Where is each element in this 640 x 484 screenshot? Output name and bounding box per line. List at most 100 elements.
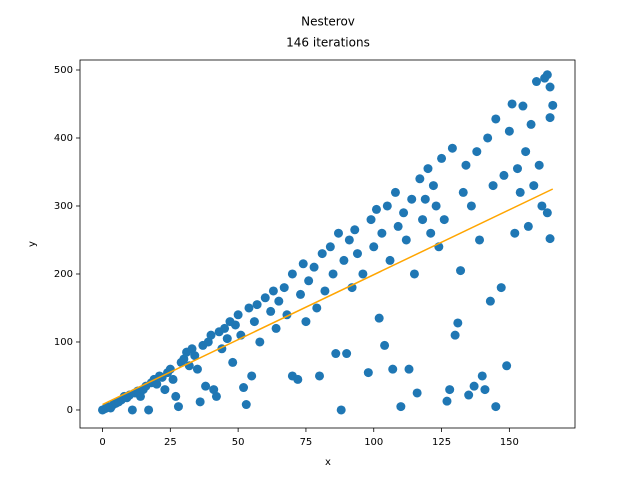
point: [358, 269, 368, 279]
point: [127, 405, 137, 415]
point: [350, 225, 360, 235]
point: [152, 379, 162, 389]
point: [135, 391, 145, 401]
point: [271, 323, 281, 333]
point: [179, 354, 189, 364]
y-tick-label: 200: [54, 269, 73, 280]
point: [274, 296, 284, 306]
x-tick-label: 75: [300, 437, 313, 448]
y-axis-label: y: [27, 241, 38, 247]
point: [491, 402, 501, 412]
point: [437, 153, 447, 163]
x-tick-label: 25: [164, 437, 177, 448]
point: [423, 164, 433, 174]
point: [396, 402, 406, 412]
x-tick-label: 150: [500, 437, 519, 448]
point: [144, 405, 154, 415]
point: [228, 357, 238, 367]
x-tick-label: 0: [99, 437, 105, 448]
point: [220, 323, 230, 333]
point: [371, 204, 381, 214]
point: [160, 385, 170, 395]
point: [412, 388, 422, 398]
point: [320, 286, 330, 296]
point: [328, 269, 338, 279]
x-axis-label: x: [325, 457, 331, 468]
x-tick-label: 50: [232, 437, 245, 448]
point: [339, 255, 349, 265]
point: [279, 283, 289, 293]
point: [203, 337, 213, 347]
y-tick-label: 500: [54, 65, 73, 76]
point: [399, 208, 409, 218]
y-tick-label: 0: [67, 405, 73, 416]
point: [247, 371, 257, 381]
point: [504, 126, 514, 136]
point: [464, 390, 474, 400]
point: [542, 70, 552, 80]
point: [420, 194, 430, 204]
point: [168, 374, 178, 384]
chart-title: Nesterov: [301, 15, 355, 29]
point: [241, 400, 251, 410]
point: [523, 221, 533, 231]
point: [521, 147, 531, 157]
point: [369, 242, 379, 252]
point: [418, 215, 428, 225]
point: [298, 259, 308, 269]
point: [317, 249, 327, 259]
point: [507, 99, 517, 109]
point: [458, 187, 468, 197]
point: [512, 164, 522, 174]
point: [542, 208, 552, 218]
point: [450, 330, 460, 340]
point: [374, 313, 384, 323]
point: [342, 349, 352, 359]
point: [195, 397, 205, 407]
point: [171, 391, 181, 401]
point: [244, 303, 254, 313]
point: [301, 317, 311, 327]
point: [415, 174, 425, 184]
point: [260, 293, 270, 303]
point: [352, 249, 362, 259]
point: [366, 215, 376, 225]
point: [296, 289, 306, 299]
point: [239, 383, 249, 393]
point: [401, 235, 411, 245]
point: [426, 228, 436, 238]
point: [312, 303, 322, 313]
point: [344, 235, 354, 245]
point: [466, 201, 476, 211]
point: [268, 286, 278, 296]
point: [325, 242, 335, 252]
point: [529, 181, 539, 191]
point: [545, 82, 555, 92]
point: [385, 255, 395, 265]
point: [192, 364, 202, 374]
point: [518, 101, 528, 111]
point: [477, 371, 487, 381]
point: [363, 368, 373, 378]
point: [531, 77, 541, 87]
point: [201, 381, 211, 391]
point: [545, 234, 555, 244]
point: [393, 221, 403, 231]
point: [206, 330, 216, 340]
point: [173, 402, 183, 412]
point: [534, 160, 544, 170]
y-tick-label: 400: [54, 133, 73, 144]
point: [485, 296, 495, 306]
point: [233, 310, 243, 320]
fit-line: [102, 188, 554, 406]
point: [336, 405, 346, 415]
point: [390, 187, 400, 197]
point: [472, 147, 482, 157]
point: [222, 334, 232, 344]
point: [287, 269, 297, 279]
point: [515, 187, 525, 197]
point: [388, 364, 398, 374]
point: [488, 181, 498, 191]
point: [249, 317, 259, 327]
